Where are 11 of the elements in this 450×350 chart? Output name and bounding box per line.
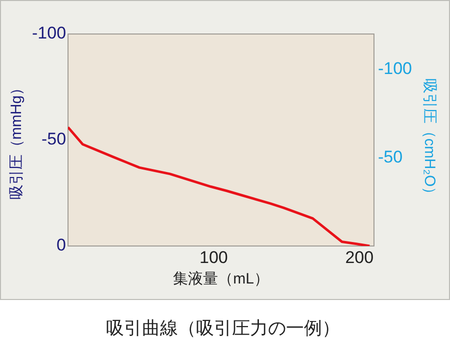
x-tick-label: 200 bbox=[345, 248, 374, 267]
y2-axis-title: 吸引圧（cmH₂O） bbox=[420, 78, 438, 202]
y-tick-label: 0 bbox=[56, 236, 66, 255]
x-tick-label: 100 bbox=[200, 248, 228, 267]
y-tick-label: -100 bbox=[32, 24, 66, 43]
y2-tick-label: -100 bbox=[378, 59, 412, 78]
y-axis-title: 吸引圧（mmHg） bbox=[8, 80, 26, 200]
x-axis-title: 集液量（mL） bbox=[173, 270, 269, 288]
y2-tick-label: -50 bbox=[378, 147, 403, 166]
text: 吸引曲線（吸引圧力の一例） bbox=[106, 318, 340, 339]
y-tick-label: -50 bbox=[41, 130, 66, 149]
